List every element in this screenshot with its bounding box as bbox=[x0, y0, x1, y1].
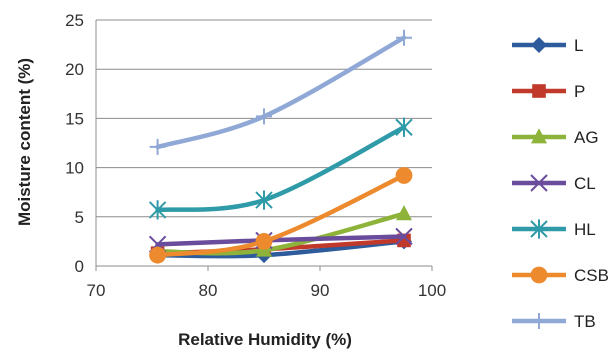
legend-label-ag: AG bbox=[574, 128, 599, 147]
point-csb-0 bbox=[149, 246, 167, 264]
legend-marker-p bbox=[532, 84, 546, 98]
legend-marker-cl bbox=[530, 174, 548, 192]
point-csb-2 bbox=[395, 167, 413, 184]
point-ag-2 bbox=[396, 205, 412, 221]
series-line-tb bbox=[155, 35, 407, 150]
x-tick-label-100: 100 bbox=[418, 281, 446, 300]
y-tick-label-10: 10 bbox=[65, 159, 84, 178]
legend-marker-tb bbox=[531, 313, 547, 329]
x-tick-label-70: 70 bbox=[87, 281, 106, 300]
point-tb-2 bbox=[396, 29, 412, 46]
legend-label-l: L bbox=[574, 36, 583, 55]
point-csb-1 bbox=[255, 233, 273, 250]
y-tick-label-15: 15 bbox=[65, 109, 84, 128]
axes: 0 5 10 15 20 25 70 80 90 100 bbox=[65, 11, 446, 300]
legend-label-tb: TB bbox=[574, 312, 596, 331]
y-axis-title: Moisture content (%) bbox=[15, 58, 34, 226]
legend-label-p: P bbox=[574, 82, 585, 101]
point-hl-2 bbox=[395, 117, 413, 137]
legend: L P AG CL HL CSB TB bbox=[512, 36, 609, 331]
legend-label-cl: CL bbox=[574, 174, 596, 193]
y-tick-label-5: 5 bbox=[75, 208, 84, 227]
y-tick-label-0: 0 bbox=[75, 257, 84, 276]
point-tb-0 bbox=[149, 138, 166, 155]
legend-marker-csb bbox=[530, 266, 548, 284]
legend-marker-l bbox=[531, 37, 547, 53]
legend-marker-ag bbox=[531, 128, 547, 144]
y-tick-label-25: 25 bbox=[65, 11, 84, 30]
x-axis-title: Relative Humidity (%) bbox=[178, 330, 352, 349]
x-tick-label-80: 80 bbox=[199, 281, 218, 300]
point-hl-0 bbox=[148, 200, 167, 220]
y-tick-label-20: 20 bbox=[65, 60, 84, 79]
legend-marker-hl bbox=[530, 219, 548, 239]
legend-label-hl: HL bbox=[574, 220, 596, 239]
legend-label-csb: CSB bbox=[574, 266, 609, 285]
x-tick-label-90: 90 bbox=[311, 281, 330, 300]
point-tb-1 bbox=[256, 108, 272, 125]
series-layer bbox=[148, 29, 413, 264]
point-hl-1 bbox=[255, 190, 273, 210]
point-cl-2 bbox=[395, 227, 413, 246]
